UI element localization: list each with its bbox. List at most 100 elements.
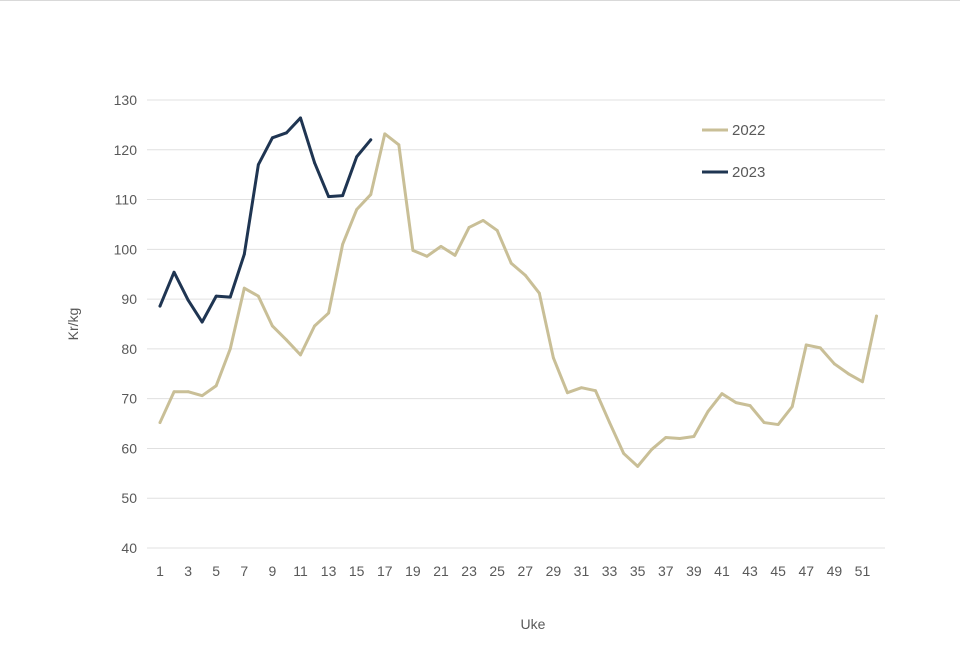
- y-tick-label: 40: [121, 540, 137, 556]
- legend-label-2022: 2022: [732, 122, 765, 139]
- data-point-2023: [228, 295, 232, 299]
- x-tick-label: 11: [293, 563, 308, 579]
- y-tick-label: 90: [121, 291, 137, 307]
- data-point-2022: [172, 390, 176, 394]
- x-tick-label: 7: [240, 563, 248, 579]
- data-point-2022: [706, 410, 710, 414]
- data-point-2023: [158, 304, 162, 308]
- x-tick-label: 1: [156, 563, 164, 579]
- x-tick-label: 47: [798, 563, 814, 579]
- data-point-2022: [692, 435, 696, 438]
- x-tick-label: 43: [742, 563, 758, 579]
- y-axis-title: Kr/kg: [65, 308, 81, 341]
- x-tick-label: 9: [268, 563, 276, 579]
- x-tick-label: 31: [574, 563, 590, 579]
- series-line-2022: [158, 132, 878, 468]
- data-point-2022: [748, 404, 752, 408]
- data-point-2022: [804, 343, 808, 347]
- series-line-2023: [158, 116, 373, 324]
- data-point-2022: [327, 311, 330, 315]
- x-tick-label: 21: [433, 563, 449, 579]
- x-tick-label: 49: [827, 563, 843, 579]
- data-point-2022: [818, 346, 822, 350]
- data-point-2023: [327, 195, 330, 198]
- data-point-2022: [186, 390, 190, 394]
- x-tick-label: 51: [855, 563, 871, 579]
- y-tick-label: 60: [121, 440, 137, 456]
- x-tick-label: 23: [461, 563, 477, 579]
- data-point-2022: [313, 324, 316, 328]
- data-point-2023: [172, 270, 176, 274]
- y-tick-label: 130: [114, 92, 138, 108]
- data-point-2022: [678, 437, 682, 440]
- data-point-2022: [734, 401, 738, 405]
- data-point-2023: [313, 161, 316, 165]
- data-point-2022: [158, 421, 162, 424]
- data-point-2022: [537, 291, 541, 295]
- data-point-2022: [242, 286, 246, 290]
- data-point-2023: [285, 131, 288, 135]
- legend-label-2023: 2023: [732, 164, 765, 181]
- data-point-2022: [439, 244, 443, 248]
- data-point-2023: [256, 163, 260, 167]
- data-point-2022: [776, 423, 780, 426]
- data-point-2023: [186, 298, 190, 302]
- data-point-2022: [847, 372, 850, 376]
- data-point-2023: [270, 136, 274, 140]
- y-tick-label: 120: [114, 142, 138, 158]
- data-point-2022: [594, 389, 597, 393]
- legend: 2022 2023: [702, 122, 765, 181]
- data-point-2022: [566, 391, 569, 395]
- data-point-2022: [790, 405, 794, 409]
- data-point-2022: [228, 347, 232, 351]
- data-point-2022: [411, 248, 415, 252]
- x-tick-label: 15: [349, 563, 365, 579]
- x-tick-label: 33: [602, 563, 618, 579]
- data-point-2023: [299, 116, 302, 120]
- x-tick-label: 5: [212, 563, 220, 579]
- data-point-2022: [200, 394, 204, 398]
- data-point-2023: [369, 138, 373, 142]
- x-tick-label: 3: [184, 563, 192, 579]
- data-point-2022: [270, 324, 274, 328]
- x-axis-title: Uke: [521, 616, 546, 632]
- data-point-2022: [481, 219, 485, 222]
- data-point-2023: [355, 155, 359, 159]
- data-point-2023: [200, 320, 204, 324]
- data-point-2023: [341, 194, 345, 197]
- x-tick-label: 17: [377, 563, 393, 579]
- data-point-2022: [861, 380, 864, 384]
- x-axis-tick-labels: 1 3 5 7 9 11 13 15 17 19 21 23 25 27 29 31 33 35 37 39 41 43 4…: [156, 563, 870, 579]
- data-point-2022: [832, 362, 836, 366]
- data-point-2022: [397, 143, 401, 147]
- x-tick-label: 45: [770, 563, 786, 579]
- x-tick-label: 29: [546, 563, 562, 579]
- data-point-2022: [664, 436, 668, 439]
- data-point-2022: [523, 273, 527, 277]
- data-point-2022: [608, 421, 611, 424]
- data-point-2022: [650, 448, 654, 451]
- x-tick-label: 27: [517, 563, 533, 579]
- series-lines: [158, 116, 878, 468]
- y-tick-label: 110: [115, 192, 138, 208]
- data-point-2022: [425, 254, 429, 258]
- data-point-2022: [299, 353, 302, 357]
- y-tick-label: 50: [121, 490, 137, 506]
- y-tick-label: 100: [114, 241, 138, 257]
- data-point-2023: [214, 294, 218, 298]
- data-point-2022: [341, 242, 345, 246]
- data-point-2022: [214, 384, 218, 388]
- y-axis-tick-labels: 40 50 60 70 80 90 100 110 120 130: [114, 92, 138, 556]
- data-point-2022: [720, 392, 724, 396]
- x-tick-label: 41: [714, 563, 730, 579]
- data-point-2022: [580, 386, 583, 390]
- data-point-2022: [875, 314, 878, 318]
- y-tick-label: 80: [121, 341, 137, 357]
- data-point-2022: [383, 132, 387, 136]
- data-point-2022: [256, 294, 260, 298]
- gridlines: [147, 99, 885, 549]
- data-point-2022: [622, 452, 626, 455]
- x-tick-label: 13: [321, 563, 337, 579]
